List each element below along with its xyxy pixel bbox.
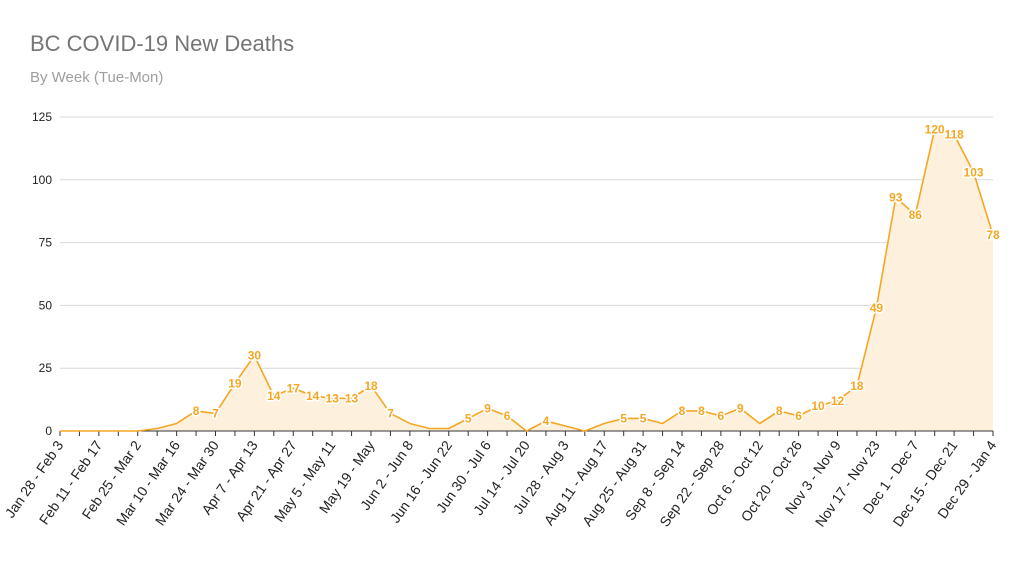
data-label-halo: 6 — [718, 409, 725, 423]
data-label-halo: 9 — [484, 401, 491, 415]
data-label-halo: 4 — [543, 414, 550, 428]
gridlines — [60, 116, 993, 369]
data-label: 4 — [543, 414, 550, 428]
data-label: 7 — [212, 406, 219, 420]
data-label-halo: 118 — [944, 128, 964, 142]
data-label: 86 — [909, 208, 923, 222]
data-label-halo: 78 — [986, 228, 1000, 242]
data-label-halo: 10 — [811, 399, 825, 413]
data-label-halo: 103 — [964, 165, 984, 179]
y-tick-label: 50 — [39, 298, 53, 312]
data-label: 118 — [944, 128, 964, 142]
series-line — [60, 128, 994, 432]
data-label-halo: 5 — [465, 411, 472, 425]
data-label-halo: 30 — [248, 349, 262, 363]
data-label-halo: 19 — [228, 376, 242, 390]
data-label: 6 — [504, 409, 511, 423]
data-label-halo: 8 — [193, 404, 200, 418]
data-label: 5 — [620, 411, 627, 425]
data-label-halo: 120 — [925, 123, 945, 137]
data-label: 30 — [248, 349, 262, 363]
data-label-halo: 14 — [267, 389, 281, 403]
y-tick-label: 25 — [39, 361, 53, 375]
y-axis-ticks: 0 25 50 75 100 125 — [32, 110, 52, 438]
data-label-halo: 13 — [325, 391, 339, 405]
data-label: 8 — [679, 404, 686, 418]
data-label-halo: 7 — [212, 406, 219, 420]
data-label-halo: 18 — [364, 379, 378, 393]
data-label: 49 — [870, 301, 884, 315]
y-tick-label: 125 — [32, 110, 52, 124]
y-tick-label: 75 — [39, 236, 53, 250]
data-label-halo: 8 — [776, 404, 783, 418]
data-label: 9 — [484, 401, 491, 415]
data-label: 14 — [306, 389, 320, 403]
data-label: 9 — [737, 401, 744, 415]
data-label-halo: 14 — [306, 389, 320, 403]
data-label-halo: 5 — [620, 411, 627, 425]
area-fill-path — [60, 129, 993, 431]
chart-title: BC COVID-19 New Deaths — [30, 31, 295, 56]
data-label: 18 — [364, 379, 378, 393]
data-label-halo: 6 — [504, 409, 511, 423]
data-label: 5 — [465, 411, 472, 425]
chart-subtitle: By Week (Tue-Mon) — [30, 69, 164, 86]
data-label: 78 — [986, 228, 1000, 242]
data-label: 103 — [964, 165, 984, 179]
data-label-halo: 7 — [387, 406, 394, 420]
data-label-halo: 9 — [737, 401, 744, 415]
data-label: 12 — [831, 394, 845, 408]
data-label-halo: 17 — [287, 381, 301, 395]
series-line-path — [60, 128, 994, 432]
data-label: 14 — [267, 389, 281, 403]
y-tick-label: 0 — [45, 424, 52, 438]
data-label: 8 — [193, 404, 200, 418]
data-label-halo: 18 — [850, 379, 864, 393]
data-label: 120 — [925, 123, 945, 137]
data-label: 8 — [698, 404, 705, 418]
data-label-halo: 12 — [831, 394, 845, 408]
data-label: 7 — [387, 406, 394, 420]
data-label: 10 — [811, 399, 825, 413]
data-label: 6 — [795, 409, 802, 423]
data-label-halo: 8 — [679, 404, 686, 418]
data-label-halo: 93 — [889, 190, 903, 204]
data-label-halo: 13 — [345, 391, 359, 405]
y-tick-label: 100 — [32, 173, 52, 187]
data-label: 18 — [850, 379, 864, 393]
data-label: 6 — [718, 409, 725, 423]
data-label: 5 — [640, 411, 647, 425]
data-label: 8 — [776, 404, 783, 418]
data-label-halo: 86 — [909, 208, 923, 222]
data-label-halo: 49 — [870, 301, 884, 315]
data-label: 93 — [889, 190, 903, 204]
data-label-halo: 5 — [640, 411, 647, 425]
area-fill — [60, 129, 993, 431]
data-label: 17 — [287, 381, 301, 395]
data-label: 13 — [325, 391, 339, 405]
data-label: 19 — [228, 376, 242, 390]
data-label-halo: 8 — [698, 404, 705, 418]
data-label-halo: 6 — [795, 409, 802, 423]
data-label: 13 — [345, 391, 359, 405]
